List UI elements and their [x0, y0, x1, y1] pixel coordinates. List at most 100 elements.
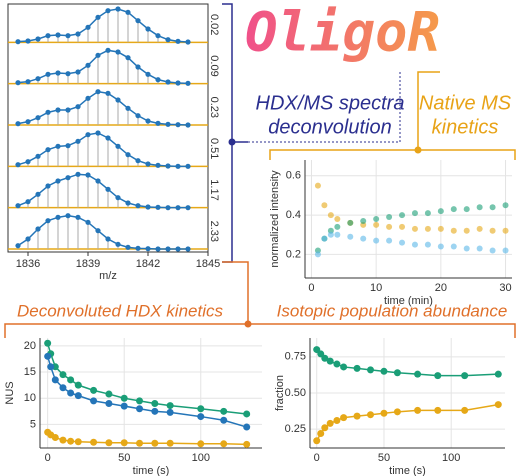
x-tick-label: 30 — [499, 282, 511, 294]
point — [327, 212, 334, 219]
peak-dot — [25, 236, 31, 242]
point — [502, 247, 509, 254]
peak-dot — [45, 183, 51, 189]
x-tick-label: 0 — [308, 282, 314, 294]
x-tick-label: 1836 — [16, 258, 40, 270]
point — [120, 394, 128, 402]
point — [434, 406, 442, 414]
envelope — [17, 132, 188, 168]
envelope — [17, 49, 189, 85]
point — [424, 210, 431, 217]
y-axis-label: normalized intensity — [269, 170, 281, 268]
peak-dot — [35, 115, 41, 121]
peak-dot — [145, 26, 151, 32]
x-tick-label: 0 — [45, 452, 51, 464]
peak-dot — [95, 89, 101, 95]
connector-dot — [228, 138, 236, 146]
connector-dot — [414, 146, 422, 154]
peak-dot — [15, 162, 21, 168]
peak-dot — [145, 118, 151, 124]
peak-dot — [35, 153, 41, 159]
point — [90, 397, 98, 405]
peak-dot — [65, 71, 71, 77]
row-label: 2.33 — [208, 221, 220, 242]
peak-dot — [125, 152, 131, 158]
peak-dot — [85, 95, 91, 101]
peak-dot — [125, 105, 131, 111]
peak-dot — [85, 219, 91, 225]
point — [90, 386, 98, 394]
x-axis-label: time (s) — [389, 465, 426, 476]
peak-dot — [105, 135, 111, 141]
envelope — [17, 90, 189, 126]
point — [353, 364, 361, 372]
point — [399, 212, 406, 219]
point — [67, 376, 75, 384]
peak-dot — [65, 33, 71, 39]
point — [434, 372, 442, 380]
point — [489, 247, 496, 254]
point — [489, 227, 496, 234]
section-label: Isotopic population abundance — [277, 301, 508, 320]
point — [463, 227, 470, 234]
point — [67, 389, 75, 397]
peak-dot — [155, 33, 161, 39]
point — [120, 439, 128, 447]
peak-dot — [15, 121, 21, 127]
peak-dot — [45, 71, 51, 77]
point — [347, 219, 354, 226]
x-tick-label: 1839 — [76, 258, 100, 270]
peak-dot — [135, 245, 141, 251]
point — [476, 204, 483, 211]
row-label: 0.02 — [208, 14, 220, 35]
point — [166, 439, 174, 447]
peak-dot — [35, 76, 41, 82]
x-tick-label: 50 — [378, 452, 390, 464]
peak-dot — [185, 163, 191, 169]
peak-dot — [35, 226, 41, 232]
peak-dot — [55, 143, 61, 149]
y-tick-label: 10 — [24, 392, 36, 404]
point — [321, 235, 328, 242]
y-tick-label: 15 — [24, 366, 36, 378]
envelope — [17, 8, 189, 43]
envelope — [17, 173, 188, 209]
point — [314, 251, 321, 258]
peak-dot — [85, 172, 91, 178]
peak-dot — [115, 97, 121, 103]
point — [411, 241, 418, 248]
peak-dot — [75, 214, 81, 220]
point — [197, 405, 205, 413]
peak-dot — [135, 64, 141, 70]
point — [243, 423, 251, 431]
point — [321, 354, 329, 362]
peak-dot — [105, 47, 111, 53]
point — [367, 366, 375, 374]
x-tick-label: 100 — [192, 452, 210, 464]
point — [476, 245, 483, 252]
point — [59, 371, 67, 379]
point — [136, 397, 144, 405]
peak-dot — [165, 121, 171, 127]
point — [414, 370, 422, 378]
point — [494, 370, 502, 378]
peak-dot — [55, 107, 61, 113]
point — [151, 439, 159, 447]
y-tick-label: 0.2 — [286, 248, 301, 260]
point — [340, 414, 348, 422]
peak-dot — [135, 203, 141, 209]
point — [386, 237, 393, 244]
peak-dot — [135, 18, 141, 24]
peak-dot — [115, 6, 121, 12]
peak-dot — [155, 120, 161, 126]
point — [476, 225, 483, 232]
point — [437, 208, 444, 215]
point — [136, 405, 144, 413]
peak-dot — [55, 214, 61, 220]
point — [326, 357, 334, 365]
peak-dot — [45, 218, 51, 224]
point — [243, 440, 251, 448]
point — [386, 214, 393, 221]
peak-dot — [105, 236, 111, 242]
x-tick-label: 50 — [118, 452, 130, 464]
